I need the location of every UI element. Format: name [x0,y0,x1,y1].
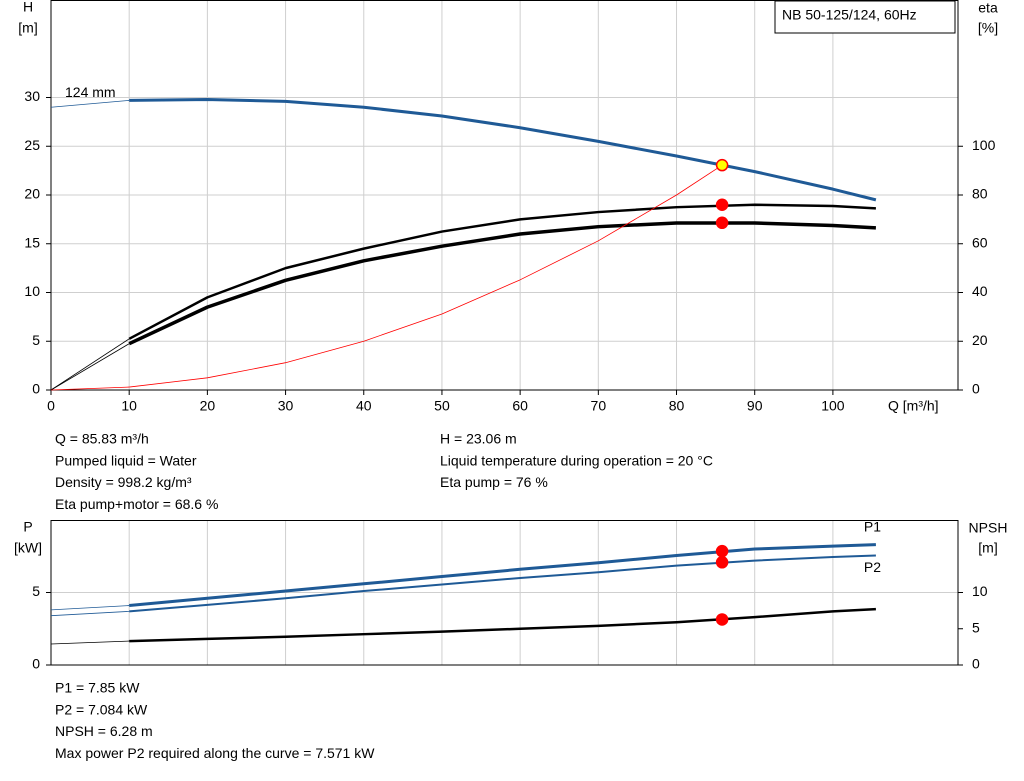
info-text: P2 = 7.084 kW [55,701,148,717]
curve-label: P2 [864,559,881,575]
curve [129,97,877,202]
y-tick-label: 10 [24,283,40,299]
x-tick-label: 30 [278,398,294,414]
y2-axis-unit: [m] [978,540,997,556]
curve [129,164,723,388]
y-tick-label: 15 [24,234,40,250]
operating-point [715,613,729,626]
y2-tick-label: 0 [972,656,980,672]
info-text: P1 = 7.85 kW [55,680,140,696]
info-text: Density = 998.2 kg/m³ [55,474,192,490]
x-tick-label: 50 [434,398,450,414]
y-axis-label: H [23,0,33,15]
info-text: H = 23.06 m [440,431,517,447]
y-tick-label: 0 [32,381,40,397]
x-tick-label: 10 [121,398,137,414]
title-box [774,0,956,34]
curve [128,203,876,340]
curve-extension [50,605,130,611]
curve-extension [50,343,130,391]
curve [128,221,876,346]
y2-tick-label: 20 [972,332,988,348]
info-text: Eta pump = 76 % [440,474,548,490]
y2-axis-unit: [%] [978,20,998,36]
x-tick-label: 20 [200,398,216,414]
info-text: Q = 85.83 m³/h [55,431,149,447]
chart-title: NB 50-125/124, 60Hz [782,7,917,23]
curve-label: 124 mm [65,84,116,100]
x-tick-label: 0 [47,398,55,414]
operating-point [715,198,729,211]
x-tick-label: 90 [747,398,763,414]
y2-tick-label: 80 [972,186,988,202]
y-tick-label: 5 [32,583,40,599]
y2-tick-label: 0 [972,381,980,397]
y2-axis-label: NPSH [969,520,1008,536]
curve [129,607,876,643]
curve-extension [50,338,130,391]
y-tick-label: 20 [24,186,40,202]
y-tick-label: 5 [32,332,40,348]
y-tick-label: 30 [24,88,40,104]
plot-frame [50,520,959,666]
info-text: Max power P2 required along the curve = … [55,745,375,761]
curve-extension [50,100,130,108]
y-axis-label: P [23,519,32,535]
y2-tick-label: 60 [972,234,988,250]
y2-tick-label: 5 [972,619,980,635]
x-tick-label: 60 [512,398,528,414]
x-tick-label: 70 [591,398,607,414]
plot-frame [50,0,959,391]
y2-tick-label: 10 [972,583,988,599]
curve-label: P1 [864,518,881,534]
y2-axis-label: eta [978,0,998,16]
curve [129,554,876,613]
x-axis-label: Q [m³/h] [888,398,939,414]
y-tick-label: 0 [32,656,40,672]
info-text: Pumped liquid = Water [55,452,197,468]
operating-point [715,544,729,558]
y-tick-label: 25 [24,137,40,153]
y2-tick-label: 40 [972,283,988,299]
info-text: Liquid temperature during operation = 20… [440,452,713,468]
curve-extension [50,640,130,645]
y2-tick-label: 100 [972,137,996,153]
operating-point [715,158,729,172]
y-axis-unit: [kW] [14,540,42,556]
y-axis-unit: [m] [18,20,37,36]
x-tick-label: 40 [356,398,372,414]
curve-extension [50,610,130,617]
x-tick-label: 80 [669,398,685,414]
x-tick-label: 100 [821,398,845,414]
curve [129,543,876,608]
info-text: NPSH = 6.28 m [55,723,153,739]
operating-point [715,556,729,569]
curve-extension [50,386,130,391]
operating-point [715,216,729,230]
info-text: Eta pump+motor = 68.6 % [55,496,218,512]
